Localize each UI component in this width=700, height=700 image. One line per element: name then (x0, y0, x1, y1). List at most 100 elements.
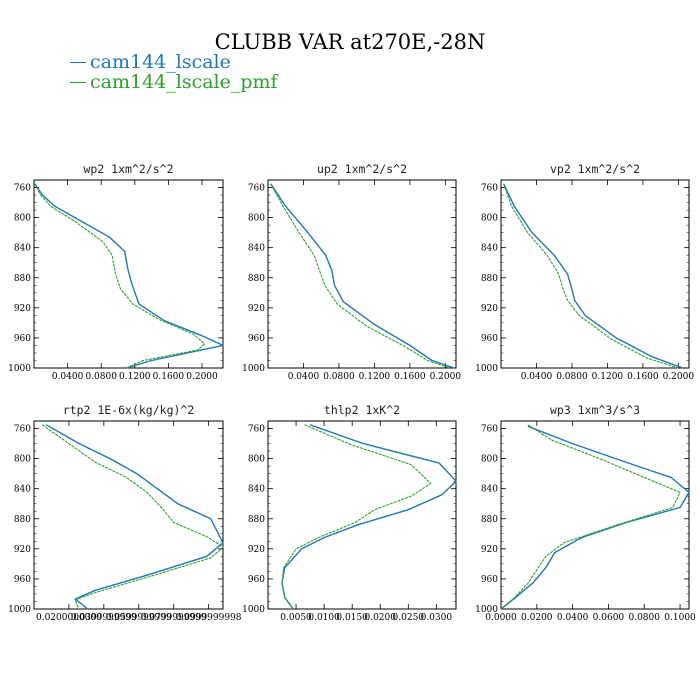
y-tick-label: 880 (248, 515, 265, 525)
y-tick-label: 800 (481, 214, 498, 224)
legend-entry-2: cam144_lscale_pmf (70, 71, 278, 93)
legend-swatch-1 (70, 61, 86, 63)
x-tick-label: 0.0800 (556, 372, 588, 382)
y-tick-label: 840 (14, 485, 31, 495)
series-line-2 (503, 183, 679, 369)
y-tick-label: 960 (248, 334, 265, 344)
series-line-2 (270, 183, 450, 369)
panel-6: wp3 1xm^3/s^3 760 800 840 880 920 960 10000.000… (475, 403, 696, 623)
x-tick-label: 0.0800 (323, 372, 355, 382)
panel-frame (33, 420, 224, 610)
y-tick-label: 1000 (475, 364, 498, 374)
x-tick-label: 0.0200000000 (36, 613, 102, 623)
y-tick-label: 760 (481, 425, 498, 435)
series-line-2 (34, 183, 206, 369)
x-tick-label: 0.1600 (394, 372, 426, 382)
legend-swatch-2 (70, 81, 86, 83)
y-tick-label: 800 (14, 455, 31, 465)
y-tick-label: 1000 (242, 364, 265, 374)
x-tick-label: 0.0200 (364, 613, 396, 623)
series-line-1 (34, 183, 224, 369)
x-tick-label: 0.0999999998 (176, 613, 242, 623)
y-tick-label: 760 (14, 425, 31, 435)
series-line-2 (41, 424, 224, 610)
y-tick-label: 880 (14, 515, 31, 525)
x-tick-label: 0.0400 (52, 372, 84, 382)
x-tick-label: 0.0599999999 (106, 613, 172, 623)
panel-title: wp3 1xm^3/s^3 (550, 403, 640, 417)
x-tick-label: 0.0300 (421, 613, 453, 623)
x-tick-label: 0.0100 (308, 613, 340, 623)
y-tick-label: 800 (248, 455, 265, 465)
panel-frame (267, 420, 457, 610)
x-tick-label: 0.0250 (393, 613, 425, 623)
panel-5: thlp2 1xK^276080084088092096010000.00500… (242, 403, 457, 623)
panel-1: wp2 1xm^2/s^2 760 800 840 880 920 960 1000 0.040… (8, 162, 224, 382)
y-tick-label: 800 (248, 214, 265, 224)
y-tick-label: 840 (481, 485, 498, 495)
series-line-1 (503, 183, 684, 369)
y-tick-label: 1000 (8, 605, 31, 615)
y-tick-label: 960 (481, 334, 498, 344)
x-tick-label: 0.0050 (280, 613, 312, 623)
series-line-1 (281, 424, 457, 610)
y-tick-label: 920 (481, 545, 498, 555)
series-line-1 (270, 183, 455, 369)
x-tick-label: 0.0800 (85, 372, 117, 382)
x-tick-label: 0.1000 (664, 613, 696, 623)
legend-label-2: cam144_lscale_pmf (90, 71, 278, 93)
y-tick-label: 920 (481, 304, 498, 314)
y-tick-label: 1000 (8, 364, 31, 374)
y-tick-label: 920 (14, 304, 31, 314)
panel-title: rtp2 1E-6x(kg/kg)^2 (63, 403, 195, 417)
y-tick-label: 880 (248, 274, 265, 284)
y-tick-label: 760 (481, 184, 498, 194)
y-tick-label: 960 (14, 334, 31, 344)
y-tick-label: 840 (481, 244, 498, 254)
y-tick-label: 760 (14, 184, 31, 194)
y-tick-label: 760 (248, 184, 265, 194)
y-tick-label: 880 (481, 274, 498, 284)
panel-frame (267, 179, 457, 369)
panel-4: rtp2 1E-6x(kg/kg)^2 760 800 840 880 920 960 100… (8, 403, 242, 623)
y-tick-label: 920 (14, 545, 31, 555)
panel-title: up2 1xm^2/s^2 (317, 162, 407, 176)
x-tick-label: 0.1200 (359, 372, 391, 382)
panel-title: thlp2 1xK^2 (324, 403, 400, 417)
x-tick-label: 0.0600 (593, 613, 625, 623)
y-tick-label: 880 (481, 515, 498, 525)
panel-title: wp2 1xm^2/s^2 (83, 162, 173, 176)
x-tick-label: 0.2000 (186, 372, 218, 382)
x-tick-label: 0.0400 (521, 372, 553, 382)
x-tick-label: 0.1600 (153, 372, 185, 382)
panel-frame (500, 420, 690, 610)
panel-3: vp2 1xm^2/s^2 760 800 840 880 920 960 1000 0.040… (475, 162, 694, 382)
series-line-1 (45, 424, 224, 610)
x-tick-label: 0.0399999999 (71, 613, 137, 623)
y-tick-label: 960 (481, 575, 498, 585)
panel-title: vp2 1xm^2/s^2 (550, 162, 640, 176)
legend-label-1: cam144_lscale (90, 51, 231, 73)
y-tick-label: 840 (248, 244, 265, 254)
y-tick-label: 960 (14, 575, 31, 585)
panel-frame (500, 179, 690, 369)
x-tick-label: 0.0000 (485, 613, 517, 623)
series-line-2 (500, 424, 681, 610)
y-tick-label: 800 (481, 455, 498, 465)
x-tick-label: 0.1200 (119, 372, 151, 382)
x-tick-label: 0.2000 (430, 372, 462, 382)
x-tick-label: 0.0800 (628, 613, 660, 623)
series-line-2 (281, 424, 432, 610)
x-tick-label: 0.0400 (557, 613, 589, 623)
y-tick-label: 840 (14, 244, 31, 254)
y-tick-label: 760 (248, 425, 265, 435)
y-tick-label: 1000 (242, 605, 265, 615)
x-tick-label: 0.1200 (592, 372, 624, 382)
x-tick-label: 0.0400 (288, 372, 320, 382)
x-tick-label: 0.0200 (521, 613, 553, 623)
y-tick-label: 880 (14, 274, 31, 284)
figure-title: CLUBB VAR at270E,-28N (214, 30, 486, 54)
x-tick-label: 0.2000 (663, 372, 695, 382)
y-tick-label: 920 (248, 545, 265, 555)
